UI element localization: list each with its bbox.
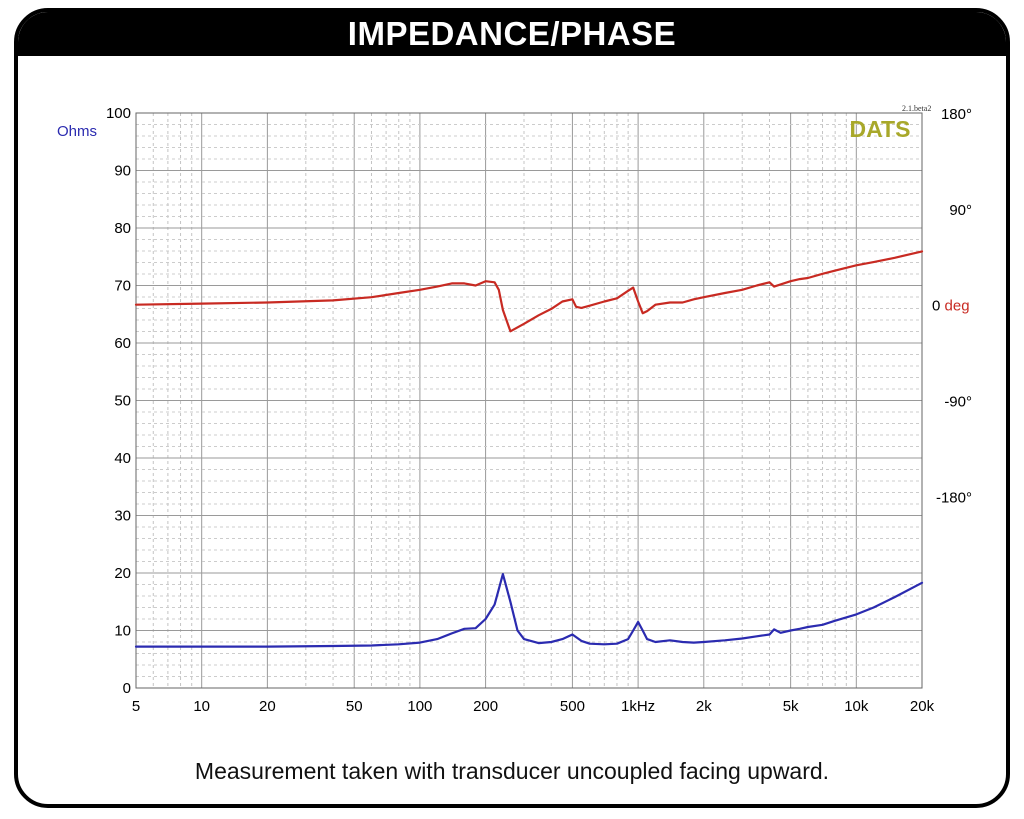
y-tick-label: 90 xyxy=(114,163,131,180)
y2-tick-label: 90° xyxy=(949,202,972,219)
y-tick-label: 40 xyxy=(114,450,131,467)
x-tick-label: 50 xyxy=(346,698,363,715)
chart-frame: IMPEDANCE/PHASE Measurement taken with t… xyxy=(14,8,1010,808)
y-tick-label: 100 xyxy=(106,105,131,122)
x-tick-label: 2k xyxy=(696,698,712,715)
y-tick-label: 30 xyxy=(114,508,131,525)
phase-curve xyxy=(134,250,924,333)
x-tick-label: 10 xyxy=(193,698,210,715)
chart-curves xyxy=(134,250,924,648)
chart-labels: 0 10 20 30 40 50 60 70 80 90 100 Ohms 180° 90° -90° -18… xyxy=(57,104,972,715)
x-tick-label: 20k xyxy=(910,698,935,715)
x-tick-label: 5k xyxy=(783,698,799,715)
x-tick-label: 100 xyxy=(407,698,432,715)
y-tick-label: 80 xyxy=(114,220,131,237)
chart-title: IMPEDANCE/PHASE xyxy=(18,12,1006,56)
plot-border xyxy=(135,112,923,689)
y-tick-label: 0 xyxy=(123,680,131,697)
y-tick-label: 60 xyxy=(114,335,131,352)
x-tick-label: 500 xyxy=(560,698,585,715)
y2-axis-label: 0 deg xyxy=(932,298,970,315)
impedance-curve xyxy=(134,572,924,648)
y2-tick-label: 180° xyxy=(941,106,972,123)
y-tick-label: 50 xyxy=(114,393,131,410)
x-tick-label: 200 xyxy=(473,698,498,715)
version-label: 2.1.beta2 xyxy=(902,104,931,113)
x-tick-label: 5 xyxy=(132,698,140,715)
chart-grid xyxy=(135,113,923,688)
brand-logo-text: DATS xyxy=(850,116,911,142)
x-tick-label: 10k xyxy=(844,698,869,715)
y-tick-label: 10 xyxy=(114,623,131,640)
y-tick-label: 70 xyxy=(114,278,131,295)
y2-tick-label: -180° xyxy=(936,489,972,506)
y-tick-label: 20 xyxy=(114,565,131,582)
x-tick-label: 20 xyxy=(259,698,276,715)
measurement-caption: Measurement taken with transducer uncoup… xyxy=(194,758,830,784)
y-axis-label: Ohms xyxy=(57,123,97,140)
x-tick-label: 1kHz xyxy=(621,698,655,715)
y2-tick-label: -90° xyxy=(944,394,972,411)
